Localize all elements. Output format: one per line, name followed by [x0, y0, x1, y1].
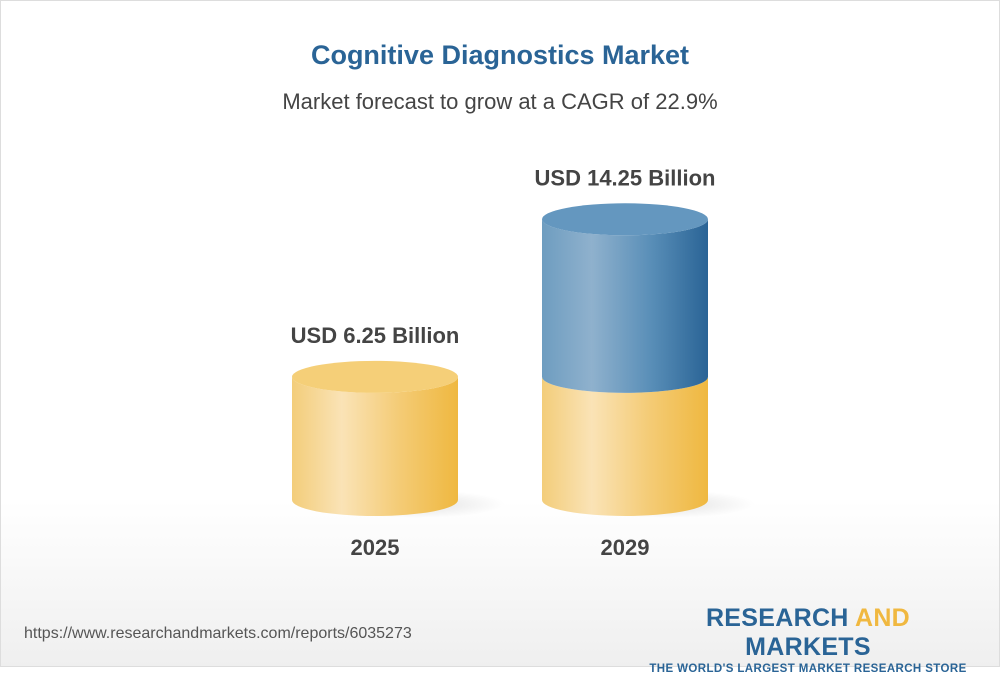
research-and-markets-logo: RESEARCH AND MARKETS THE WORLD'S LARGEST…	[640, 604, 976, 675]
x-tick-label: 2029	[601, 535, 650, 560]
bar-2025	[292, 376, 458, 516]
bar-top-2029	[542, 203, 708, 236]
bar-top-2025	[292, 360, 458, 393]
x-tick-label: 2025	[351, 535, 400, 560]
data-label: USD 14.25 Billion	[535, 165, 716, 190]
source-url[interactable]: https://www.researchandmarkets.com/repor…	[24, 625, 412, 642]
logo-tagline: THE WORLD'S LARGEST MARKET RESEARCH STOR…	[649, 663, 967, 675]
bar-2029-growth	[542, 219, 708, 393]
data-label: USD 6.25 Billion	[291, 323, 460, 348]
bar-2029-base	[542, 376, 708, 516]
chart-subtitle: Market forecast to grow at a CAGR of 22.…	[282, 89, 718, 114]
chart-title: Cognitive Diagnostics Market	[310, 40, 690, 70]
